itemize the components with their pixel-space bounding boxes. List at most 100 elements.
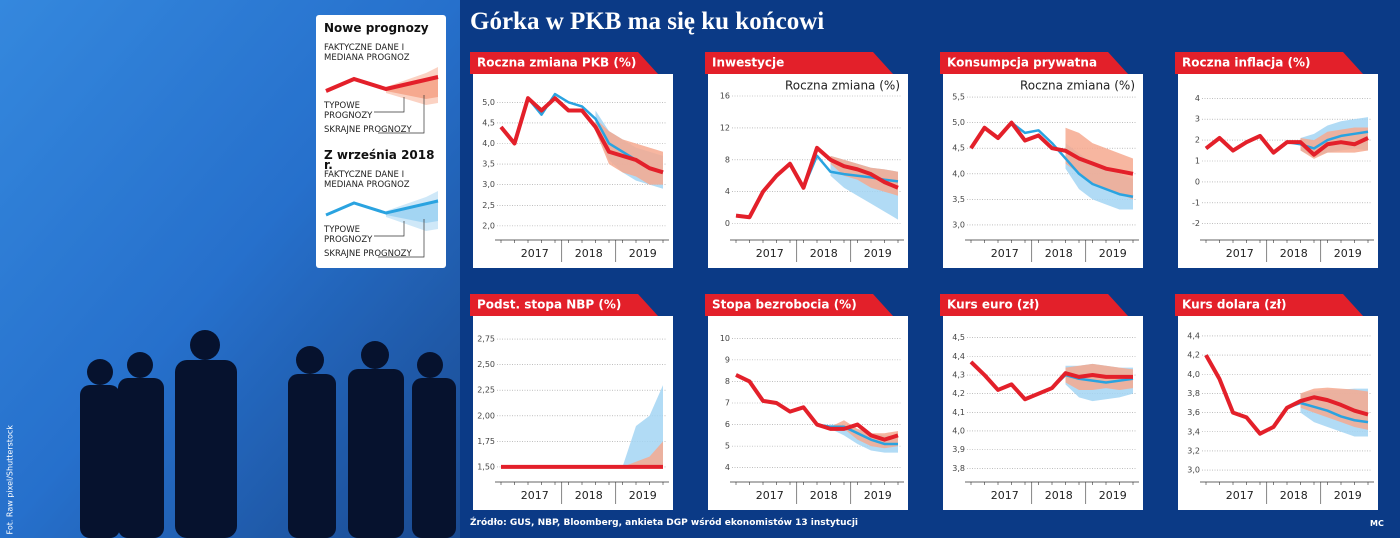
chart-title-bar	[705, 294, 893, 316]
photo-credit: Fot. Raw pixel/Shutterstock	[5, 425, 15, 535]
y-tick-label: 2,25	[477, 386, 495, 395]
footer-initials: MC	[1370, 519, 1384, 528]
chart-title-bar	[940, 294, 1128, 316]
chart-panel	[1178, 74, 1378, 268]
legend-pointers	[374, 95, 425, 134]
legend-actual: FAKTYCZNE DANE I MEDIANA PROGNOZ	[324, 170, 410, 190]
y-tick-label: 0	[1195, 177, 1200, 186]
legend-red-line	[325, 75, 439, 93]
x-tick-label: 2019	[864, 247, 892, 260]
x-tick-label: 2017	[521, 489, 549, 502]
chart-title-bar	[1175, 294, 1363, 316]
series-line	[1204, 133, 1369, 157]
y-tick-label: 3,2	[1187, 446, 1200, 455]
x-tick-label: 2017	[521, 247, 549, 260]
forecast-band	[595, 385, 663, 467]
y-tick-label: 2,00	[477, 411, 495, 420]
chart-title-bar	[470, 294, 658, 316]
x-tick-label: 2017	[991, 247, 1019, 260]
x-tick-label: 2019	[629, 247, 657, 260]
x-tick-label: 2018	[1045, 489, 1073, 502]
forecast-band	[1065, 127, 1133, 200]
silhouettes	[80, 330, 456, 538]
x-tick-label: 2019	[1099, 247, 1127, 260]
legend-extreme: SKRAJNE PROGNOZY	[324, 249, 412, 259]
y-tick-label: 4	[725, 463, 730, 472]
legend-actual: FAKTYCZNE DANE I MEDIANA PROGNOZ	[324, 43, 410, 63]
y-tick-label: 3,0	[1187, 466, 1200, 475]
y-tick-label: 4	[1195, 94, 1200, 103]
y-tick-label: 4,1	[952, 408, 965, 417]
chart-panel	[943, 316, 1143, 510]
x-tick-label: 2017	[991, 489, 1019, 502]
chart-title: Stopa bezrobocia (%)	[712, 298, 857, 312]
chart-title: Kurs euro (zł)	[947, 298, 1039, 312]
y-tick-label: 1,50	[477, 462, 495, 471]
x-tick-label: 2018	[1280, 247, 1308, 260]
legend-heading: Z września 2018 r.	[324, 148, 435, 172]
legend-typical: TYPOWE PROGNOZY	[324, 225, 373, 245]
chart-panel	[473, 316, 673, 510]
series-line	[735, 145, 899, 220]
x-tick-label: 2017	[756, 247, 784, 260]
y-tick-label: 4	[725, 187, 730, 196]
y-tick-label: 10	[720, 334, 730, 343]
y-tick-label: 4,4	[952, 352, 965, 361]
x-tick-label: 2019	[1099, 489, 1127, 502]
y-tick-label: 4,5	[952, 144, 965, 153]
source-note: Źródło: GUS, NBP, Bloomberg, ankieta DGP…	[470, 518, 859, 528]
series-line	[499, 96, 664, 175]
y-tick-label: 4,5	[482, 118, 495, 127]
y-tick-label: 8	[725, 155, 730, 164]
legend-heading: Nowe prognozy	[324, 21, 429, 35]
x-tick-label: 2018	[1280, 489, 1308, 502]
y-tick-label: 3,6	[1187, 408, 1200, 417]
y-tick-label: 9	[725, 355, 730, 364]
y-tick-label: 4,0	[1187, 370, 1200, 379]
chart-title: Inwestycje	[712, 56, 784, 70]
y-tick-label: 3,0	[482, 180, 495, 189]
y-tick-label: 16	[720, 91, 730, 100]
y-tick-label: 3,5	[482, 160, 495, 169]
y-tick-label: 2,50	[477, 360, 495, 369]
legend-pointers	[374, 219, 425, 258]
series-line	[969, 120, 1134, 176]
y-tick-label: 3,8	[1187, 389, 1200, 398]
y-tick-label: 12	[720, 123, 730, 132]
chart-title-bar	[470, 52, 658, 74]
legend-extreme: SKRAJNE PROGNOZY	[324, 125, 412, 135]
x-tick-label: 2018	[575, 247, 603, 260]
y-tick-label: 8	[725, 377, 730, 386]
y-tick-label: 5,0	[952, 118, 965, 127]
y-tick-label: 6	[725, 420, 730, 429]
y-tick-label: 4,0	[952, 426, 965, 435]
chart-subtitle: Roczna zmiana (%)	[1020, 79, 1135, 93]
series-line	[1204, 354, 1369, 436]
chart-title-bar	[705, 52, 893, 74]
y-tick-label: 2	[1195, 136, 1200, 145]
y-tick-label: 4,4	[1187, 331, 1200, 340]
y-tick-label: 0	[725, 219, 730, 228]
legend-typical: TYPOWE PROGNOZY	[324, 101, 373, 121]
y-tick-label: 4,2	[952, 389, 965, 398]
chart-title: Konsumpcja prywatna	[947, 56, 1097, 70]
x-tick-label: 2018	[810, 247, 838, 260]
y-tick-label: 4,5	[952, 333, 965, 342]
main-title: Górka w PKB ma się ku końcowi	[470, 8, 825, 35]
y-tick-label: 2,75	[477, 335, 495, 344]
chart-title: Roczna zmiana PKB (%)	[477, 56, 636, 70]
chart-title: Kurs dolara (zł)	[1182, 298, 1287, 312]
y-tick-label: 1	[1195, 157, 1200, 166]
x-tick-label: 2018	[1045, 247, 1073, 260]
y-tick-label: -1	[1192, 198, 1200, 207]
legend-blue-line	[325, 199, 439, 217]
y-tick-label: 4,0	[952, 169, 965, 178]
y-tick-label: 3,4	[1187, 427, 1200, 436]
y-tick-label: 5,0	[482, 98, 495, 107]
y-tick-label: 2,5	[482, 201, 495, 210]
chart-title: Roczna inflacja (%)	[1182, 56, 1311, 70]
x-tick-label: 2018	[575, 489, 603, 502]
x-tick-label: 2017	[756, 489, 784, 502]
y-tick-label: 3,8	[952, 464, 965, 473]
